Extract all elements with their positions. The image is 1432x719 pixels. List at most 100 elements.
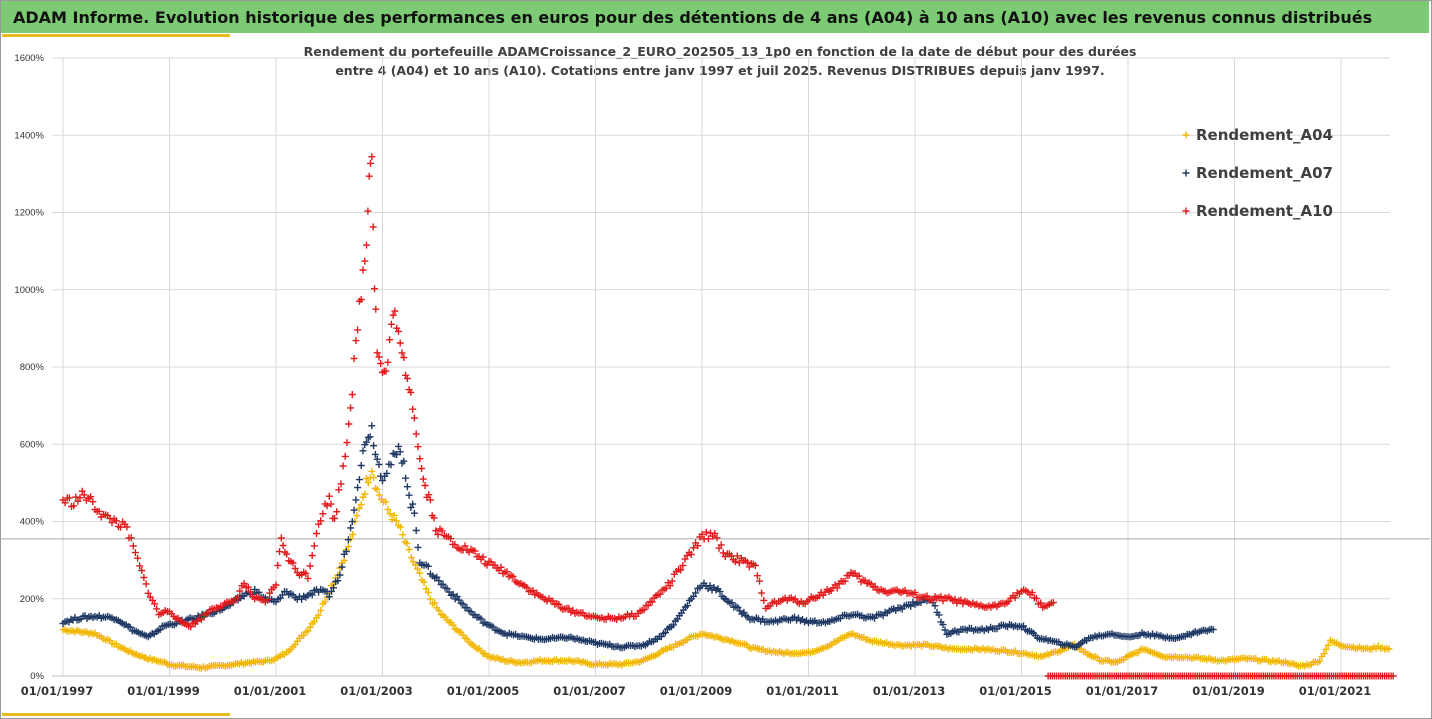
data-point [756,577,763,585]
data-point [431,599,439,607]
data-point [479,553,487,561]
data-point [719,549,727,557]
data-point [357,462,365,469]
data-point [373,349,381,357]
data-point [1037,599,1045,607]
data-point [317,606,325,614]
data-point [1320,650,1328,658]
data-point [368,467,376,475]
data-point [644,602,652,610]
data-point [375,461,383,468]
y-tick-label: 400% [20,517,45,528]
data-point [266,589,274,597]
data-point [395,327,402,335]
data-point [76,494,84,502]
data-point [461,542,469,550]
data-point [424,562,432,570]
data-point [343,439,351,447]
data-point [386,336,394,344]
data-point [323,502,331,510]
data-point [375,353,383,361]
data-point [370,474,378,481]
data-point [187,623,195,631]
data-point [80,491,88,499]
data-point [386,510,394,518]
data-point [127,534,135,542]
x-tick-label: 01/01/2019 [1192,684,1264,698]
data-point [1049,599,1057,607]
data-point [112,517,120,525]
data-point [1011,594,1019,602]
data-point [418,465,426,472]
data-point [833,584,841,592]
data-point [412,430,420,438]
data-point [359,266,367,274]
data-point [379,477,386,485]
data-point [713,534,721,542]
data-point [412,561,419,569]
legend-label: Rendement_A10 [1196,202,1333,220]
data-point [459,600,467,608]
data-point [279,542,287,549]
data-point [409,500,417,508]
data-point [483,561,491,569]
data-point [65,494,73,502]
data-point [291,565,299,572]
x-tick-label: 01/01/2013 [873,684,945,698]
data-point [941,626,949,634]
data-point [395,442,402,450]
data-point [369,223,377,231]
data-point [387,461,395,469]
legend-marker [1182,131,1190,139]
data-point [330,584,337,592]
y-tick-label: 600% [20,439,45,450]
data-point [733,552,741,560]
data-point [317,517,325,525]
data-point [335,486,343,494]
data-point [640,606,648,614]
data-point [565,604,573,612]
data-point [310,618,318,626]
data-point [702,528,710,536]
data-point [698,530,706,538]
data-point [234,593,242,601]
data-point [246,588,254,596]
data-point [236,587,244,595]
data-point [347,524,355,532]
data-point [344,543,352,551]
data-point [430,514,438,522]
data-point [396,448,404,456]
data-point [338,563,346,571]
data-point [348,518,356,526]
plot-area [59,153,1397,680]
data-point [131,549,139,557]
data-point [313,530,320,537]
data-point [426,595,434,603]
data-point [308,591,316,599]
data-point [403,483,411,491]
data-point [255,588,263,596]
data-point [731,558,739,565]
data-point [449,621,457,629]
data-point [1032,595,1040,602]
data-point [89,498,97,506]
data-point [735,559,743,567]
legend-label: Rendement_A04 [1196,126,1333,144]
data-point [347,404,355,412]
data-point [340,557,348,564]
legend-marker [1182,169,1190,177]
chart-grid [0,57,1430,677]
data-point [389,311,397,319]
data-point [334,577,342,585]
data-point [907,602,915,610]
series-Rendement_A10 [59,153,1057,631]
data-point [400,457,408,465]
data-point [471,547,479,555]
data-point [666,582,674,590]
data-point [758,589,766,597]
data-point [350,355,358,362]
data-point [412,527,420,534]
x-tick-label: 01/01/2021 [1299,684,1371,698]
data-point [410,414,418,422]
